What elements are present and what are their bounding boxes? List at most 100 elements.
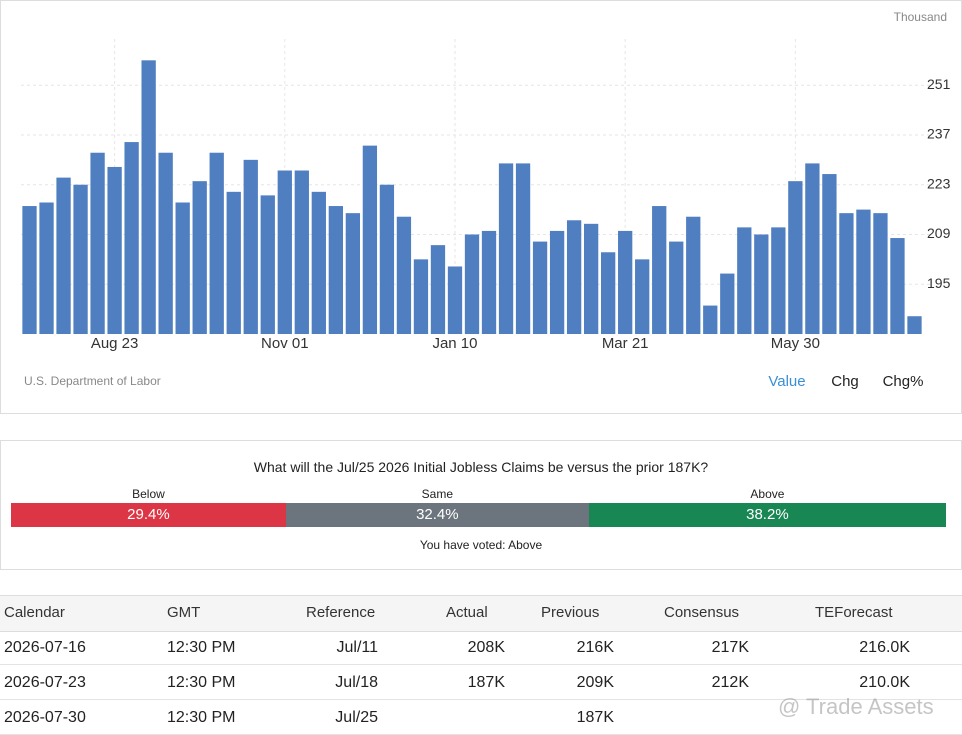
bar bbox=[635, 259, 650, 334]
bar bbox=[873, 213, 888, 334]
bar bbox=[618, 230, 633, 334]
bar bbox=[601, 252, 616, 334]
poll-segment[interactable] bbox=[11, 503, 286, 527]
poll-option-label: Below bbox=[132, 487, 165, 501]
table-cell: 12:30 PM bbox=[167, 674, 236, 691]
view-option[interactable]: Value bbox=[768, 373, 805, 390]
bar bbox=[771, 227, 786, 334]
bar bbox=[56, 177, 71, 334]
poll-option-label: Above bbox=[750, 487, 785, 501]
bar bbox=[481, 230, 497, 334]
table-header: Actual bbox=[446, 604, 488, 621]
bar bbox=[39, 202, 54, 334]
watermark: @ Trade Assets bbox=[778, 694, 934, 719]
bar bbox=[498, 163, 514, 334]
table-cell: 209K bbox=[576, 674, 614, 691]
bar bbox=[379, 184, 395, 334]
bar bbox=[192, 181, 207, 334]
poll-panel: What will the Jul/25 2026 Initial Jobles… bbox=[0, 440, 962, 570]
bar bbox=[277, 170, 292, 334]
view-option[interactable]: Chg bbox=[831, 373, 859, 390]
calendar-table: Calendar GMT Reference Actual Previous Consen… bbox=[0, 595, 962, 735]
bar bbox=[515, 163, 531, 334]
bar bbox=[90, 152, 105, 334]
table-header: Consensus bbox=[664, 604, 740, 621]
poll-value-label: 38.2% bbox=[746, 506, 789, 523]
table-header: Reference bbox=[306, 604, 376, 621]
bar bbox=[311, 191, 326, 334]
poll-option-label: Same bbox=[421, 487, 454, 501]
unit-label: Thousand bbox=[894, 10, 947, 24]
source: U.S. Department of Labor bbox=[24, 374, 161, 388]
bar bbox=[175, 202, 190, 334]
bar bbox=[124, 142, 139, 334]
table-header: TEForecast bbox=[815, 604, 893, 621]
table-cell: Jul/25 bbox=[335, 709, 378, 726]
bar bbox=[362, 145, 378, 334]
y-tick-label: 251 bbox=[927, 76, 951, 92]
y-tick-label: 223 bbox=[927, 175, 951, 191]
bar bbox=[464, 234, 480, 334]
poll-value-label: 32.4% bbox=[416, 506, 459, 523]
poll-segment[interactable] bbox=[285, 503, 589, 527]
bar bbox=[788, 181, 803, 334]
table-header: GMT bbox=[167, 604, 201, 621]
bar bbox=[532, 241, 548, 334]
bar bbox=[566, 220, 582, 334]
chart-panel: Thousand U.S. Department of Labor 195 209… bbox=[0, 0, 962, 414]
table-row-border bbox=[0, 699, 962, 700]
table-cell: 2026-07-23 bbox=[4, 674, 86, 691]
poll-bar: Below 29.4% Same 32.4% Above 38.2% bbox=[11, 487, 946, 529]
table-cell: 2026-07-16 bbox=[4, 639, 86, 656]
table-cell: Jul/18 bbox=[335, 674, 378, 691]
x-tick-label: Mar 21 bbox=[602, 335, 649, 352]
poll-note: You have voted: Above bbox=[419, 538, 543, 552]
bar bbox=[652, 206, 667, 334]
poll-question: What will the Jul/25 2026 Initial Jobles… bbox=[253, 459, 709, 475]
bar bbox=[294, 170, 309, 334]
bar bbox=[686, 216, 701, 334]
table-cell: 2026-07-30 bbox=[4, 709, 86, 726]
bar bbox=[260, 195, 275, 334]
table-cell: 217K bbox=[711, 639, 749, 656]
bar bbox=[754, 234, 769, 334]
bar bbox=[226, 191, 241, 334]
poll-segment[interactable] bbox=[588, 503, 946, 527]
bar bbox=[209, 152, 224, 334]
bar bbox=[328, 206, 343, 334]
bar bbox=[345, 213, 361, 334]
x-tick-label: Nov 01 bbox=[261, 335, 309, 352]
bar bbox=[107, 166, 122, 334]
bar bbox=[73, 184, 88, 334]
bar bbox=[430, 245, 446, 334]
table-cell: 187K bbox=[467, 674, 505, 691]
bar bbox=[396, 216, 412, 334]
y-tick-label: 195 bbox=[927, 275, 951, 291]
table-header: Previous bbox=[541, 604, 600, 621]
table-cell: 216.0K bbox=[859, 639, 910, 656]
bar bbox=[549, 230, 565, 334]
bar bbox=[141, 60, 156, 334]
table-cell: 210.0K bbox=[859, 674, 910, 691]
y-tick-label: 209 bbox=[927, 225, 951, 241]
bar bbox=[890, 238, 905, 334]
bar bbox=[720, 273, 735, 334]
bar bbox=[805, 163, 820, 334]
bar bbox=[907, 316, 922, 334]
table-cell: 216K bbox=[576, 639, 614, 656]
table-cell: 12:30 PM bbox=[167, 639, 236, 656]
chart: Thousand U.S. Department of Labor 195 209… bbox=[21, 10, 951, 390]
bar bbox=[737, 227, 752, 334]
x-tick-label: Aug 23 bbox=[91, 335, 139, 352]
table-cell: 208K bbox=[467, 639, 505, 656]
x-tick-label: Jan 10 bbox=[432, 335, 477, 352]
table-cell: 12:30 PM bbox=[167, 709, 236, 726]
y-tick-label: 237 bbox=[927, 126, 951, 142]
bar bbox=[447, 266, 463, 334]
bar bbox=[583, 223, 599, 334]
view-option[interactable]: Chg% bbox=[883, 373, 924, 390]
bar bbox=[243, 159, 258, 334]
bar bbox=[669, 241, 684, 334]
bar bbox=[413, 259, 429, 334]
